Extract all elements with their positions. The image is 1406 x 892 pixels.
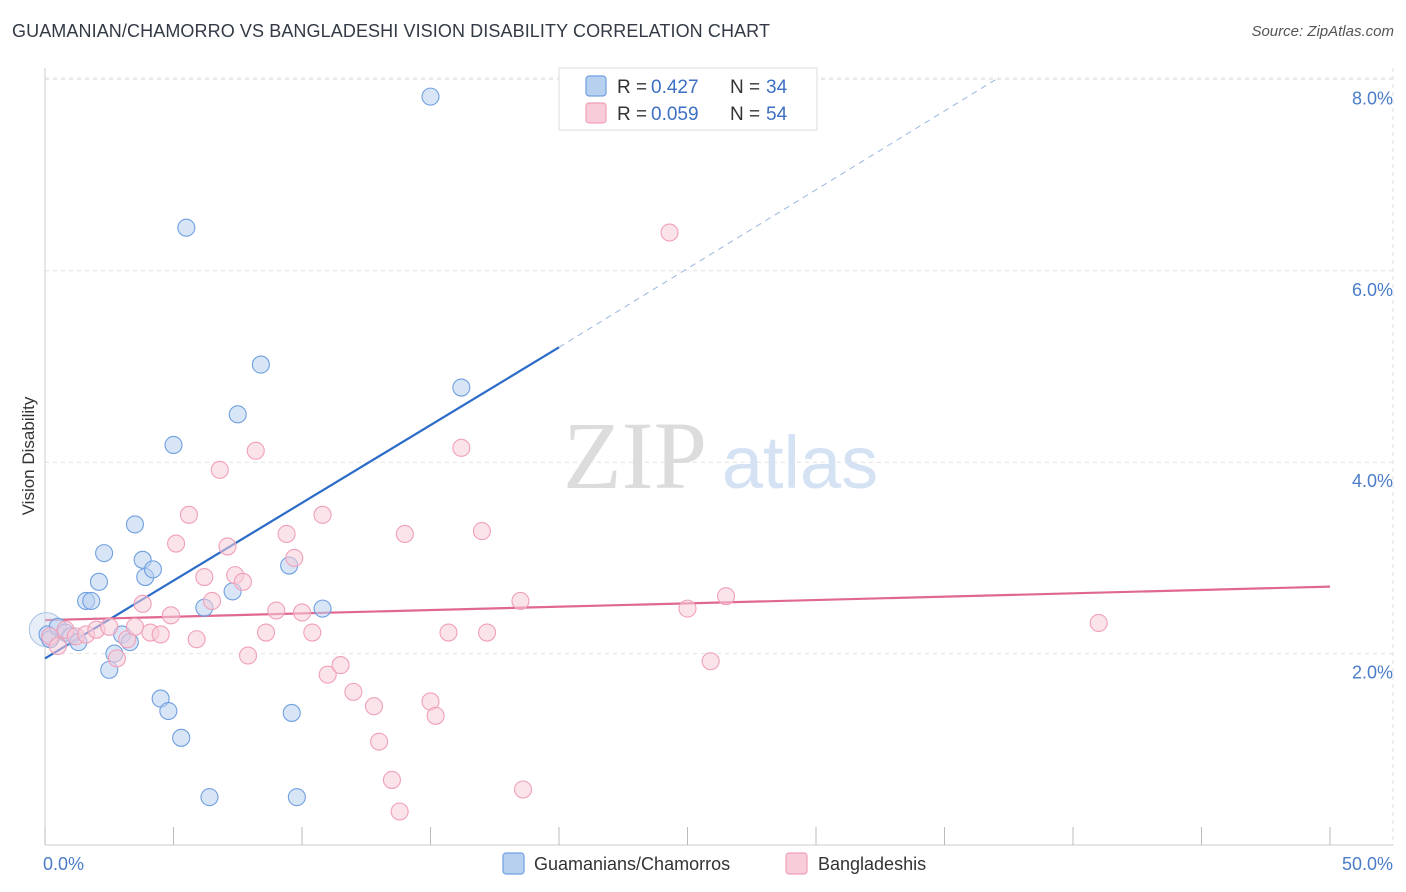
legend-r-value-2: 0.059 xyxy=(651,104,699,125)
legend-swatch-guamanian xyxy=(585,75,607,97)
x-tick-labels: 0.0% 50.0% xyxy=(43,854,1393,874)
data-point-bangladeshi-49 xyxy=(678,599,697,618)
data-point-bangladeshi-18 xyxy=(203,591,222,611)
data-point-guamanian-21 xyxy=(172,728,191,747)
legend-n-value-2: 54 xyxy=(766,104,788,125)
data-points xyxy=(28,87,1108,821)
data-point-bangladeshi-28 xyxy=(285,548,304,567)
bottom-legend-swatch-guamanian xyxy=(502,852,525,875)
trend-line-extension-0 xyxy=(558,78,997,348)
data-point-bangladeshi-34 xyxy=(344,682,363,701)
data-point-bangladeshi-30 xyxy=(303,623,322,642)
data-point-guamanian-7 xyxy=(82,591,101,611)
data-point-bangladeshi-24 xyxy=(246,441,265,460)
legend-r-label-2: R = xyxy=(617,104,647,125)
data-point-bangladeshi-16 xyxy=(187,630,206,649)
data-point-guamanian-32 xyxy=(421,87,440,106)
legend-swatch-bangladeshi xyxy=(585,102,607,124)
bottom-legend-swatch-bangladeshi xyxy=(785,852,808,875)
source-credit: Source: ZipAtlas.com xyxy=(1251,23,1394,40)
data-point-bangladeshi-27 xyxy=(277,524,296,544)
data-point-bangladeshi-32 xyxy=(318,665,337,684)
axes xyxy=(44,68,1393,846)
data-point-bangladeshi-50 xyxy=(701,652,720,671)
data-point-guamanian-29 xyxy=(282,703,301,722)
data-point-bangladeshi-39 xyxy=(395,524,414,544)
data-point-bangladeshi-36 xyxy=(370,732,389,751)
data-point-guamanian-9 xyxy=(95,544,114,563)
data-point-bangladeshi-41 xyxy=(426,706,445,725)
data-point-bangladeshi-12 xyxy=(151,625,170,644)
data-point-guamanian-20 xyxy=(164,435,183,455)
data-point-bangladeshi-44 xyxy=(472,522,491,541)
data-point-guamanian-14 xyxy=(125,515,144,534)
data-point-guamanian-27 xyxy=(251,355,270,374)
data-point-bangladeshi-45 xyxy=(477,623,497,642)
data-point-bangladeshi-33 xyxy=(331,656,350,675)
watermark-zip: ZIP xyxy=(563,402,707,509)
x-tick-label-min: 0.0% xyxy=(43,854,84,874)
data-point-bangladeshi-35 xyxy=(364,697,384,716)
watermark-atlas: atlas xyxy=(722,421,878,504)
data-point-bangladeshi-29 xyxy=(292,603,312,622)
data-point-guamanian-31 xyxy=(313,599,332,618)
data-point-bangladeshi-10 xyxy=(133,594,152,613)
legend-n-label-1: N = xyxy=(730,77,760,98)
y-axis-label: Vision Disability xyxy=(19,396,38,515)
data-point-bangladeshi-51 xyxy=(716,587,736,606)
y-tick-label-3: 8.0% xyxy=(1352,88,1393,108)
y-tick-label-0: 2.0% xyxy=(1352,663,1393,683)
trend-line-0 xyxy=(44,346,560,660)
data-point-guamanian-30 xyxy=(287,788,306,807)
y-tick-label-1: 4.0% xyxy=(1352,471,1393,491)
data-point-guamanian-17 xyxy=(143,560,162,579)
data-point-bangladeshi-42 xyxy=(439,623,458,642)
data-point-guamanian-33 xyxy=(452,378,471,397)
data-point-bangladeshi-13 xyxy=(161,606,180,625)
data-point-bangladeshi-37 xyxy=(382,770,402,789)
legend-r-value-1: 0.427 xyxy=(651,77,699,98)
bottom-legend-label-bangladeshi: Bangladeshis xyxy=(818,854,926,874)
data-point-bangladeshi-43 xyxy=(452,438,471,457)
data-point-bangladeshi-15 xyxy=(179,505,198,524)
y-tick-label-2: 6.0% xyxy=(1352,280,1393,300)
data-point-bangladeshi-25 xyxy=(256,623,276,642)
data-point-bangladeshi-7 xyxy=(107,649,127,668)
legend-box: R = 0.427 N = 34 R = 0.059 N = 54 xyxy=(558,67,818,131)
legend-r-label-1: R = xyxy=(617,77,647,98)
data-point-guamanian-24 xyxy=(200,788,219,807)
x-tick-label-max: 50.0% xyxy=(1342,854,1393,874)
data-point-bangladeshi-1 xyxy=(48,636,67,655)
bottom-legend-label-guamanian: Guamanians/Chamorros xyxy=(534,854,730,874)
data-point-bangladeshi-48 xyxy=(660,223,679,242)
data-point-bangladeshi-26 xyxy=(267,601,286,620)
data-point-bangladeshi-6 xyxy=(100,617,119,636)
data-point-bangladeshi-9 xyxy=(125,617,144,636)
data-point-guamanian-26 xyxy=(228,405,247,424)
data-point-bangladeshi-31 xyxy=(313,505,332,524)
data-point-bangladeshi-20 xyxy=(218,537,237,556)
grid-lines xyxy=(45,68,1394,845)
data-point-bangladeshi-52 xyxy=(1089,613,1108,633)
data-point-guamanian-22 xyxy=(177,218,196,237)
legend-n-value-1: 34 xyxy=(766,77,788,98)
chart-title: GUAMANIAN/CHAMORRO VS BANGLADESHI VISION… xyxy=(12,21,771,41)
y-tick-labels: 2.0% 4.0% 6.0% 8.0% xyxy=(1352,88,1393,682)
data-point-bangladeshi-17 xyxy=(195,567,214,587)
data-point-bangladeshi-46 xyxy=(511,591,530,611)
watermark: ZIP atlas xyxy=(563,402,878,509)
data-point-bangladeshi-47 xyxy=(513,780,533,799)
legend-n-label-2: N = xyxy=(730,104,760,125)
data-point-guamanian-19 xyxy=(159,701,178,721)
data-point-bangladeshi-19 xyxy=(210,460,229,479)
data-point-bangladeshi-38 xyxy=(390,802,409,821)
data-point-bangladeshi-22 xyxy=(233,572,252,591)
data-point-bangladeshi-23 xyxy=(238,646,258,665)
data-point-guamanian-8 xyxy=(89,572,109,591)
bottom-legend: Guamanians/Chamorros Bangladeshis xyxy=(502,852,926,875)
data-point-bangladeshi-14 xyxy=(167,534,186,553)
